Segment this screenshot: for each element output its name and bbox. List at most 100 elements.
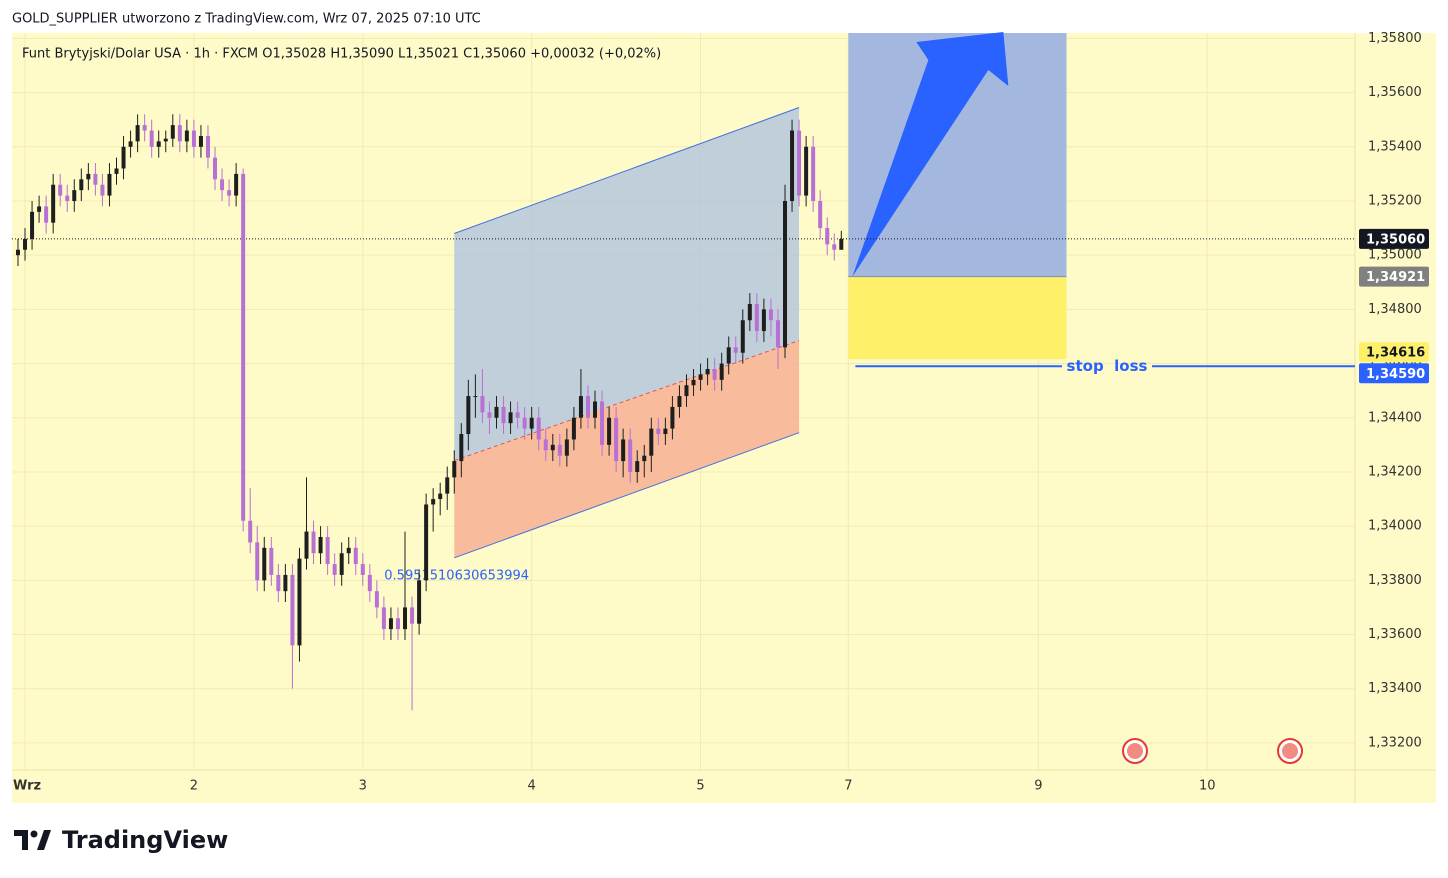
arrow xyxy=(852,32,1009,277)
candle-body xyxy=(593,401,598,418)
candle-body xyxy=(600,401,605,445)
candle-body xyxy=(578,396,583,418)
candle-body xyxy=(107,173,112,196)
candle-body xyxy=(417,580,422,624)
candle-body xyxy=(367,574,372,592)
candle-body xyxy=(184,130,189,142)
candle-body xyxy=(234,173,239,196)
candle-body xyxy=(121,146,126,169)
candle-body xyxy=(536,417,541,440)
price-label-box xyxy=(1359,266,1429,287)
candle-body xyxy=(797,130,802,196)
candle-body xyxy=(403,607,408,630)
candle-body xyxy=(156,141,161,147)
stop-zone xyxy=(848,276,1067,360)
candle-body xyxy=(58,184,63,196)
channel-lower xyxy=(454,432,800,559)
candle-body xyxy=(135,125,140,142)
candle-body xyxy=(227,190,232,196)
candle-body xyxy=(783,200,788,348)
candle-body xyxy=(614,417,619,462)
candle-body xyxy=(529,417,534,429)
candle-body xyxy=(832,244,837,250)
candle-body xyxy=(480,396,485,413)
y-tick-label: 1,35600 xyxy=(1368,85,1422,100)
candle-body xyxy=(325,536,330,565)
candle-body xyxy=(726,347,731,364)
y-tick-label: 1,33800 xyxy=(1368,573,1422,588)
candle-body xyxy=(191,130,196,147)
x-tick-label: 4 xyxy=(528,779,536,794)
candle-body xyxy=(712,368,717,380)
candle-body xyxy=(276,574,281,592)
channel-upper xyxy=(454,107,800,234)
candle-body xyxy=(811,146,816,201)
candle-body xyxy=(177,125,182,142)
candle-body xyxy=(198,135,203,147)
candle-body xyxy=(790,130,795,201)
candle-body xyxy=(37,206,42,212)
candle-body xyxy=(332,564,337,575)
candle-body xyxy=(374,591,379,608)
y-tick-label: 1,35200 xyxy=(1368,193,1422,208)
channel-mid xyxy=(454,340,800,462)
y-tick-label: 1,34000 xyxy=(1368,519,1422,534)
candle-body xyxy=(705,368,710,375)
candle-body xyxy=(557,444,562,456)
candle-body xyxy=(473,396,478,398)
candle-body xyxy=(255,542,260,581)
candle-body xyxy=(311,531,316,554)
candle-body xyxy=(628,439,633,472)
x-tick-label: 9 xyxy=(1034,779,1042,794)
candle-body xyxy=(670,406,675,429)
candle-body xyxy=(72,190,77,201)
event-flag-inner xyxy=(1127,743,1143,759)
candle-body xyxy=(445,477,450,494)
candle-body xyxy=(424,504,429,581)
candle-body xyxy=(522,417,527,429)
y-tick-label: 1,34400 xyxy=(1368,410,1422,425)
candle-body xyxy=(571,417,576,440)
candle-body xyxy=(466,396,471,435)
candle-body xyxy=(381,607,386,630)
candle-body xyxy=(740,320,745,353)
x-tick-label: Wrz xyxy=(13,779,41,794)
price-label-box xyxy=(1359,342,1429,363)
candle-body xyxy=(353,547,358,565)
event-flag-inner xyxy=(1282,743,1298,759)
candle-body xyxy=(149,130,154,147)
candle-body xyxy=(677,396,682,407)
candle-body xyxy=(804,146,809,196)
candle-body xyxy=(768,309,773,321)
candle-body xyxy=(733,347,738,353)
candle-body xyxy=(839,238,844,250)
price-label: 1,34921 xyxy=(1366,270,1425,285)
y-tick-label: 1,33400 xyxy=(1368,681,1422,696)
candle-body xyxy=(269,547,274,575)
candle-body xyxy=(220,179,225,191)
candle-body xyxy=(346,547,351,554)
candle-body xyxy=(23,238,28,250)
chart-title: Funt Brytyjski/Dolar USA · 1h · FXCM O1,… xyxy=(22,47,661,62)
y-tick-label: 1,33600 xyxy=(1368,627,1422,642)
candle-body xyxy=(719,363,724,380)
y-tick-label: 1,34200 xyxy=(1368,464,1422,479)
candle-body xyxy=(290,574,295,646)
x-tick-label: 2 xyxy=(190,779,198,794)
candle-body xyxy=(86,173,91,180)
candle-body xyxy=(621,439,626,462)
candle-body xyxy=(44,206,49,223)
y-tick-label: 1,35400 xyxy=(1368,139,1422,154)
x-tick-label: 3 xyxy=(359,779,367,794)
candle-body xyxy=(170,125,175,139)
candle-body xyxy=(754,303,759,332)
price-label: 1,34590 xyxy=(1366,367,1425,382)
price-label: 1,34616 xyxy=(1366,346,1425,361)
candle-body xyxy=(607,417,612,445)
candle-body xyxy=(339,553,344,575)
candle-body xyxy=(318,536,323,554)
footer-brand: TradingView xyxy=(62,826,228,854)
x-tick-label: 5 xyxy=(696,779,704,794)
x-tick-label: 10 xyxy=(1199,779,1216,794)
